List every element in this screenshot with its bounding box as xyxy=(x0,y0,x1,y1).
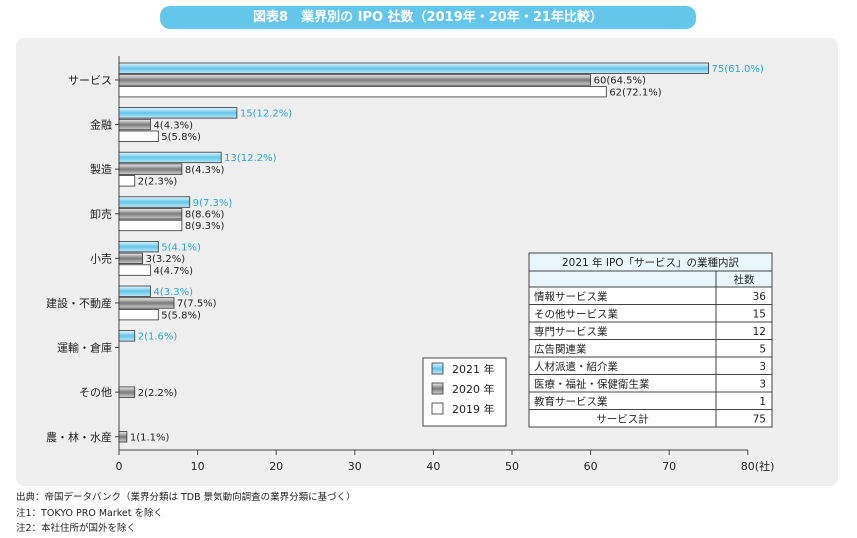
bar-2019 xyxy=(118,308,159,321)
data-label-2021: 13(12.2%) xyxy=(224,153,276,164)
chart-title: 図表8 業界別の IPO 社数（2019年・20年・21年比較） xyxy=(160,6,696,29)
data-label-2020: 60(64.5%) xyxy=(594,76,646,87)
category-label: 農・林・水産 xyxy=(46,430,112,444)
table-row-label: 教育サービス業 xyxy=(534,395,608,408)
table-row-value: 1 xyxy=(759,396,766,408)
x-tick-label: 30 xyxy=(348,460,362,473)
legend-label-2021: 2021 年 xyxy=(452,362,495,376)
data-label-2019: 4(4.7%) xyxy=(153,266,193,277)
bar-2021 xyxy=(118,107,238,119)
data-label-2020: 8(8.6%) xyxy=(185,210,225,221)
table-row-label: 広告関連業 xyxy=(534,343,587,356)
x-tick-label: 70 xyxy=(662,460,676,473)
x-tick-label: 50 xyxy=(505,460,519,473)
data-label-2021: 9(7.3%) xyxy=(193,198,233,209)
data-label-2020: 8(4.3%) xyxy=(185,165,225,176)
legend-label-2020: 2020 年 xyxy=(452,382,495,396)
category-label: 運輸・倉庫 xyxy=(57,341,112,355)
data-label-2019: 5(5.8%) xyxy=(161,132,201,143)
data-label-2020: 1(1.1%) xyxy=(130,433,170,444)
table-row-label: 情報サービス業 xyxy=(534,290,608,303)
x-tick-label: 40 xyxy=(426,460,440,473)
note-2: 注2：本社住所が国外を除く xyxy=(16,523,137,534)
data-label-2020: 3(3.2%) xyxy=(146,254,186,265)
legend-swatch-2019 xyxy=(431,402,444,415)
table-column-header: 社数 xyxy=(734,273,755,286)
data-label-2021: 4(3.3%) xyxy=(153,287,193,298)
category-label: 金融 xyxy=(90,118,112,132)
data-label-2020: 2(2.2%) xyxy=(138,388,178,399)
category-label: 製造 xyxy=(90,162,112,176)
bar-2019 xyxy=(118,130,159,142)
data-label-2019: 8(9.3%) xyxy=(185,221,225,232)
bar-2020 xyxy=(118,74,592,86)
bar-2021 xyxy=(118,330,136,342)
data-label-2020: 7(7.5%) xyxy=(177,299,217,310)
x-tick-label: 10 xyxy=(191,460,205,473)
data-label-2021: 75(61.0%) xyxy=(712,64,764,75)
table-total-label: サービス計 xyxy=(596,413,649,426)
x-tick-label: 20 xyxy=(269,460,283,473)
bar-2019 xyxy=(118,219,183,232)
bar-2021 xyxy=(118,196,191,208)
bar-2020 xyxy=(118,386,136,398)
category-label: 卸売 xyxy=(90,207,112,221)
note-1: 注1：TOKYO PRO Market を除く xyxy=(16,507,163,519)
table-row-value: 5 xyxy=(759,344,766,356)
table-row-value: 15 xyxy=(753,309,766,321)
table-row-value: 3 xyxy=(759,361,766,373)
category-label: 建設・不動産 xyxy=(46,296,112,310)
source-note: 出典：帝国データバンク（業界分類は TDB 景気動向調査の業界分類に基づく） xyxy=(16,492,356,503)
table-row-value: 3 xyxy=(759,379,766,391)
bar-2020 xyxy=(118,208,183,220)
bar-2020 xyxy=(118,163,183,175)
x-tick-label: 60 xyxy=(584,460,598,473)
category-label: サービス xyxy=(68,74,112,87)
bar-2020 xyxy=(118,252,143,265)
table-row-value: 12 xyxy=(753,326,766,338)
legend-swatch-2021 xyxy=(431,362,444,375)
table-total-value-cell xyxy=(715,409,773,428)
bar-2021 xyxy=(118,62,709,74)
table-title: 2021 年 IPO「サービス」の業種内訳 xyxy=(562,256,740,269)
table-total-value: 75 xyxy=(753,414,766,426)
table-row-label: 人材派遣・紹介業 xyxy=(534,360,618,373)
bar-2021 xyxy=(118,240,159,253)
data-label-2019: 5(5.8%) xyxy=(161,310,201,321)
legend-swatch-2020 xyxy=(431,382,444,395)
footnotes: 出典：帝国データバンク（業界分類は TDB 景気動向調査の業界分類に基づく） 注… xyxy=(16,490,356,537)
data-label-2021: 2(1.6%) xyxy=(138,332,178,343)
bar-2019 xyxy=(118,264,151,276)
data-label-2019: 2(2.3%) xyxy=(138,177,178,188)
data-label-2019: 62(72.1%) xyxy=(609,87,661,98)
table-row-value: 36 xyxy=(753,291,767,303)
category-label: その他 xyxy=(79,386,112,399)
bar-2019 xyxy=(118,175,136,187)
table-row-label: その他サービス業 xyxy=(534,308,618,321)
data-label-2020: 4(4.3%) xyxy=(153,120,193,131)
bar-2021 xyxy=(118,151,222,164)
bar-2019 xyxy=(118,86,607,98)
bar-2020 xyxy=(118,431,128,443)
category-label: 小売 xyxy=(90,252,112,265)
data-label-2021: 5(4.1%) xyxy=(161,242,201,253)
bar-2020 xyxy=(118,118,151,131)
table-header-blank xyxy=(528,270,717,288)
bar-2020 xyxy=(118,297,175,309)
bar-2021 xyxy=(118,285,151,297)
table-row-label: 専門サービス業 xyxy=(534,325,608,338)
legend-label-2019: 2019 年 xyxy=(452,402,495,416)
x-tick-label: 80(社) xyxy=(741,459,775,473)
data-label-2021: 15(12.2%) xyxy=(240,109,292,120)
x-tick-label: 0 xyxy=(116,460,123,473)
table-row-label: 医療・福祉・保健衛生業 xyxy=(534,378,650,391)
